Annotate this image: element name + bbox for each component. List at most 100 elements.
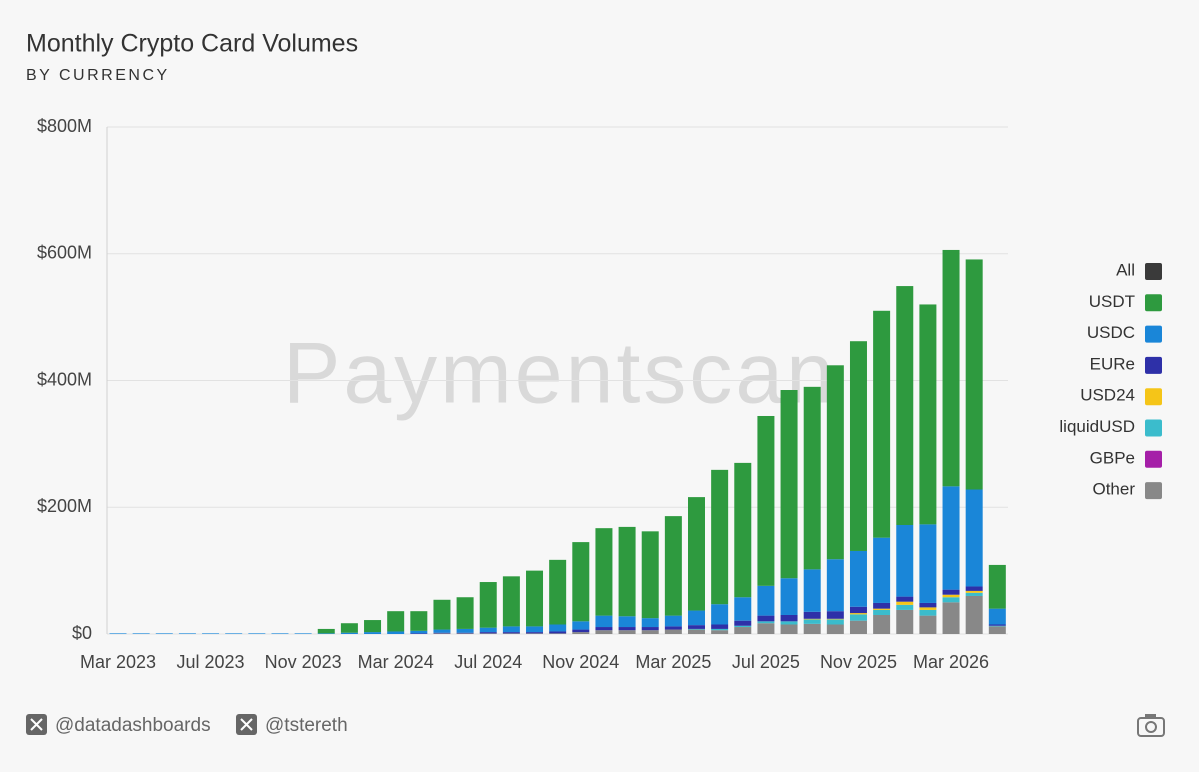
bar-segment	[780, 624, 798, 634]
bar-segment	[873, 310, 891, 538]
bar-segment	[919, 609, 937, 616]
bar-segment	[595, 615, 613, 628]
legend-label: USDC	[1087, 323, 1135, 342]
bar-segment	[202, 633, 220, 634]
bar-segment	[664, 516, 682, 616]
bar-segment	[387, 631, 405, 634]
bar-segment	[965, 586, 983, 591]
bar-segment	[919, 602, 937, 608]
bar-segment	[410, 611, 428, 631]
bar-segment	[641, 630, 659, 634]
bar-segment	[595, 630, 613, 634]
bar-segment	[826, 365, 844, 560]
bar-segment	[757, 615, 775, 622]
bar-segment	[919, 524, 937, 603]
x-tick-label: Mar 2026	[913, 652, 989, 672]
bar-segment	[965, 489, 983, 587]
x-tick-label: Mar 2024	[358, 652, 434, 672]
bar-segment	[711, 628, 729, 631]
bar-segment	[479, 582, 497, 628]
bar-segment	[896, 524, 914, 597]
camera-button[interactable]	[1137, 714, 1165, 737]
bar-segment	[618, 630, 636, 634]
bar-segment	[919, 607, 937, 610]
bar-segment	[757, 623, 775, 634]
bar-segment	[225, 633, 243, 634]
bar-segment	[942, 597, 960, 603]
bar-segment	[526, 626, 544, 633]
bar-segment	[572, 632, 590, 634]
bar-segment	[595, 528, 613, 616]
bar-segment	[826, 611, 844, 619]
bar-segment	[155, 633, 173, 634]
footer-handle[interactable]: @tstereth	[265, 715, 348, 736]
legend-label: USDT	[1089, 292, 1135, 311]
x-tick-label: Nov 2023	[265, 652, 342, 672]
bar-segment	[965, 590, 983, 593]
bar-segment	[502, 632, 520, 634]
bar-segment	[526, 570, 544, 627]
bar-segment	[549, 559, 567, 625]
x-tick-label: Mar 2023	[80, 652, 156, 672]
bar-segment	[641, 531, 659, 619]
bar-segment	[965, 595, 983, 634]
bar-segment	[410, 630, 428, 634]
bar-segment	[711, 604, 729, 625]
watermark: Paymentscan	[283, 326, 837, 422]
bar-segment	[294, 633, 312, 634]
bar-segment	[849, 341, 867, 551]
bar-segment	[780, 390, 798, 579]
bar-segment	[664, 615, 682, 627]
chart-subtitle: BY CURRENCY	[26, 67, 170, 84]
x-tick-label: Jul 2024	[454, 652, 522, 672]
bar-segment	[479, 627, 497, 633]
legend-swatch	[1145, 356, 1162, 374]
bar-segment	[942, 249, 960, 487]
bar-segment	[757, 415, 775, 586]
legend-label: EURe	[1090, 354, 1135, 373]
y-tick-label: $0	[72, 623, 92, 643]
bar-segment	[572, 629, 590, 633]
bar-segment	[803, 569, 821, 612]
bar-segment	[965, 259, 983, 490]
y-tick-label: $400M	[37, 369, 92, 389]
bar-segment	[248, 633, 266, 634]
bar-segment	[479, 632, 497, 634]
bar-segment	[780, 578, 798, 615]
legend-label: liquidUSD	[1059, 417, 1135, 436]
bar-segment	[572, 621, 590, 630]
bar-segment	[549, 624, 567, 632]
bar-segment	[849, 606, 867, 614]
footer-handle[interactable]: @datadashboards	[55, 715, 211, 736]
bar-segment	[896, 609, 914, 634]
x-tick-label: Nov 2024	[542, 652, 619, 672]
bar-segment	[641, 618, 659, 628]
bar-segment	[433, 632, 451, 634]
x-tick-label: Mar 2025	[635, 652, 711, 672]
bar-segment	[641, 627, 659, 631]
bar-segment	[572, 542, 590, 622]
bar-segment	[873, 609, 891, 615]
bar-segment	[549, 633, 567, 634]
y-tick-label: $800M	[37, 116, 92, 136]
bar-segment	[734, 597, 752, 621]
bar-segment	[826, 624, 844, 634]
legend-swatch	[1145, 294, 1162, 312]
x-tick-label: Nov 2025	[820, 652, 897, 672]
bar-segment	[919, 304, 937, 525]
bar-segment	[757, 621, 775, 624]
bar-segment	[688, 628, 705, 630]
bar-segment	[664, 626, 682, 630]
x-icon-mark	[240, 718, 253, 731]
bar-segment	[271, 633, 289, 634]
bar-segment	[132, 633, 150, 634]
legend-swatch	[1145, 450, 1162, 468]
bar-segment	[526, 633, 544, 634]
bar-segment	[688, 610, 705, 626]
bar-segment	[803, 386, 821, 570]
bar-segment	[988, 625, 1006, 627]
bar-segment	[340, 623, 358, 633]
bar-segment	[109, 633, 127, 634]
bar-segment	[803, 623, 821, 634]
